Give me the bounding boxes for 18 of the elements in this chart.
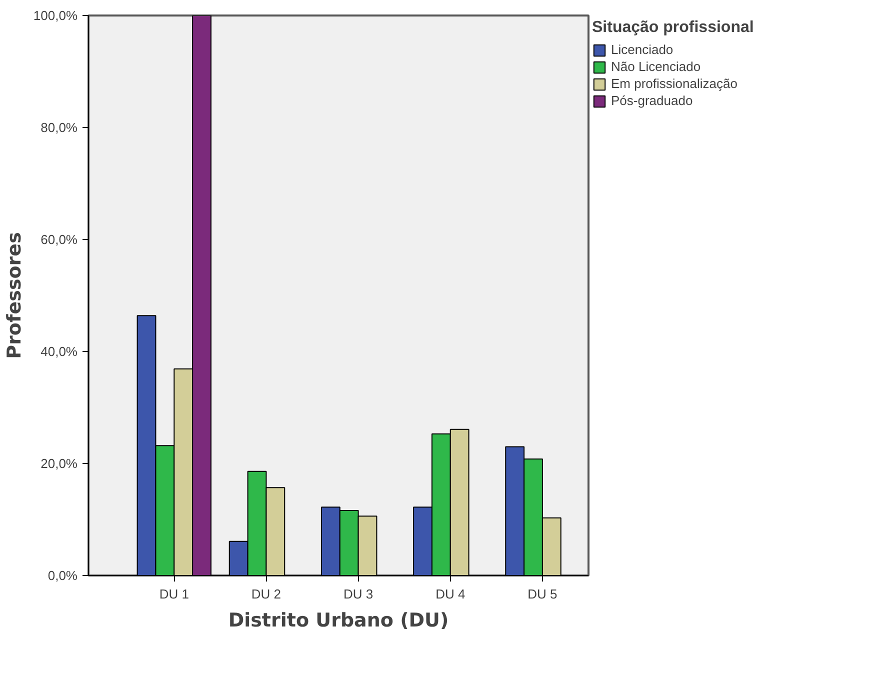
x-tick-label: DU 3 [343, 586, 374, 602]
legend-label: Não Licenciado [611, 59, 701, 74]
y-tick-label: 100,0% [33, 8, 78, 23]
y-tick-label: 40,0% [40, 344, 78, 359]
x-tick-label: DU 2 [251, 586, 282, 602]
x-tick-label: DU 5 [528, 586, 558, 602]
y-tick-label: 0,0% [48, 568, 78, 583]
y-axis-title: Professores [3, 232, 26, 359]
legend-label: Em profissionalização [611, 76, 738, 91]
legend-title: Situação profissional [592, 19, 754, 37]
x-axis-title: Distrito Urbano (DU) [228, 610, 449, 632]
x-tick-label: DU 1 [159, 586, 189, 602]
legend-label: Pós-graduado [611, 93, 693, 108]
y-tick-label: 80,0% [40, 120, 78, 135]
legend-label: Licenciado [611, 42, 674, 57]
x-tick-label: DU 4 [436, 586, 466, 602]
y-tick-label: 60,0% [40, 232, 78, 247]
y-tick-label: 20,0% [40, 456, 78, 471]
